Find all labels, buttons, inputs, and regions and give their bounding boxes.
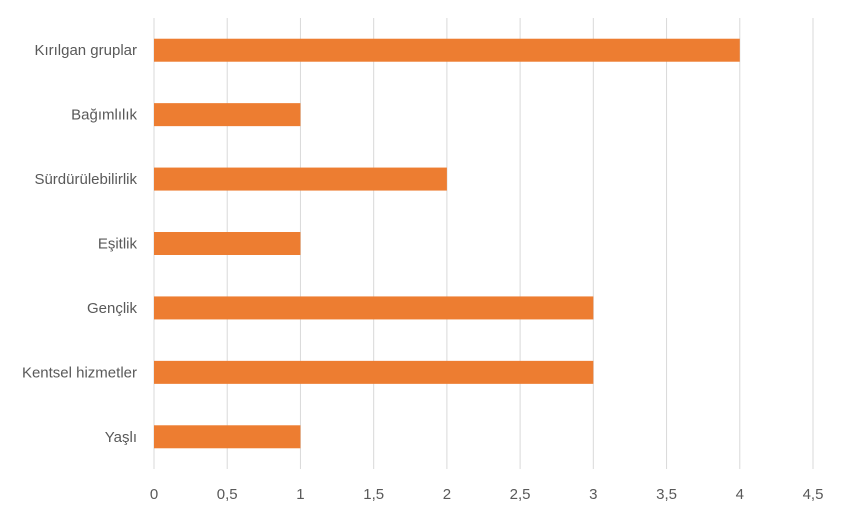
bar bbox=[154, 232, 301, 255]
category-label: Yaşlı bbox=[105, 429, 137, 446]
bar bbox=[154, 38, 740, 62]
category-label: Kırılgan gruplar bbox=[34, 42, 137, 59]
x-tick-label: 2,5 bbox=[510, 486, 531, 503]
x-axis-tick-labels: 0 0,5 1 1,5 2 2,5 3 3,5 4 4,5 bbox=[150, 486, 824, 503]
bar bbox=[154, 360, 594, 384]
category-label: Gençlik bbox=[87, 300, 138, 317]
x-tick-label: 4 bbox=[736, 486, 744, 503]
category-labels: Kırılgan gruplar Bağımlılık Sürdürülebilir… bbox=[22, 42, 138, 446]
x-tick-label: 1 bbox=[296, 486, 304, 503]
x-tick-label: 0,5 bbox=[217, 486, 238, 503]
category-label: Bağımlılık bbox=[71, 107, 137, 124]
bar bbox=[154, 103, 301, 127]
x-tick-label: 2 bbox=[443, 486, 451, 503]
x-tick-label: 4,5 bbox=[803, 486, 824, 503]
category-label: Sürdürülebilirlik bbox=[34, 171, 137, 188]
x-tick-label: 3,5 bbox=[656, 486, 677, 503]
bar bbox=[154, 296, 594, 320]
bar bbox=[154, 167, 447, 191]
bars bbox=[154, 38, 740, 449]
bar bbox=[154, 425, 301, 449]
category-label: Eşitlik bbox=[98, 236, 138, 253]
x-tick-label: 1,5 bbox=[363, 486, 384, 503]
x-tick-label: 3 bbox=[589, 486, 597, 503]
x-tick-label: 0 bbox=[150, 486, 158, 503]
grid bbox=[153, 18, 814, 469]
category-label: Kentsel hizmetler bbox=[22, 364, 137, 381]
